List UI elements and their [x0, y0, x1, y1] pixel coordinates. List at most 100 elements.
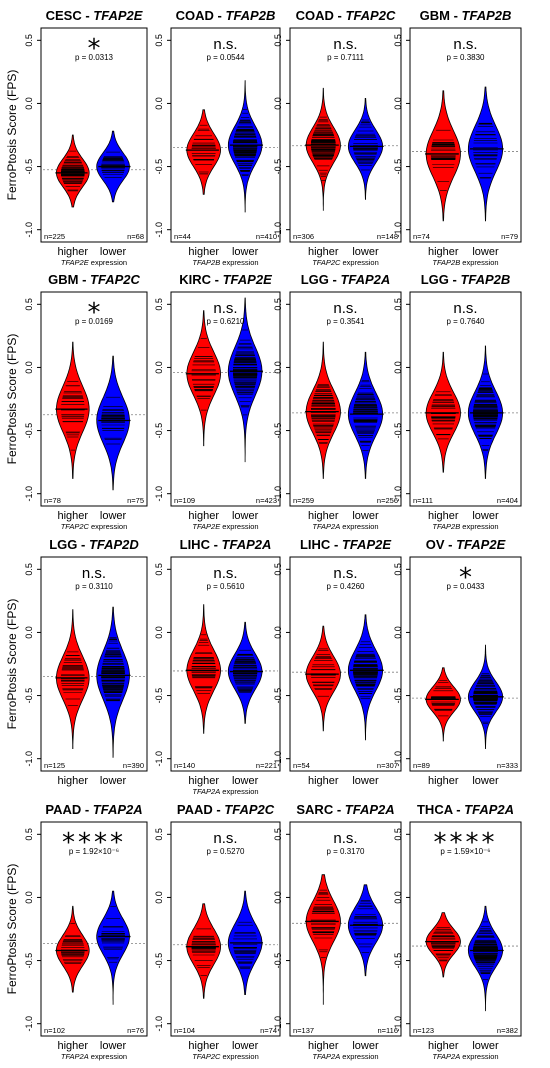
significance-marker: n.s.: [82, 565, 106, 582]
bean-stripes-higher: [61, 150, 85, 192]
y-tick-label: 0.0: [24, 626, 34, 639]
group-label-higher: higher: [188, 510, 219, 522]
x-axis-label-gene: TFAP2A: [192, 787, 220, 796]
panel-thca-tfap2a: THCA - TFAP2A -1.0 -0.5 0.0 0.5 n=123 higher n=…: [393, 802, 522, 1061]
panel-title-dash: -: [334, 8, 346, 23]
y-axis-label-row-1: FerroPtosis Score (FPS): [5, 70, 19, 201]
group-label-lower: lower: [232, 775, 259, 787]
panel-frame: [409, 821, 522, 1037]
panel-lihc-tfap2a: LIHC - TFAP2A-1.0-0.50.00.5n=140highern=…: [154, 537, 281, 796]
panel-title-cancer: KIRC: [179, 272, 211, 287]
y-tick-label: -0.5: [154, 423, 164, 439]
panel-title-dash: -: [450, 8, 462, 23]
n-count-lower: n=76: [127, 1026, 144, 1035]
group-label-lower: lower: [232, 1040, 259, 1052]
panel-title: KIRC - TFAP2E: [179, 272, 272, 287]
y-tick-label: -1.0: [24, 486, 34, 502]
x-axis-label: TFAP2A expression: [432, 1052, 498, 1061]
x-axis-label-gene: TFAP2E: [61, 258, 90, 267]
panel-kirc-tfap2e: KIRC - TFAP2E-1.0-0.50.00.5n=109highern=…: [154, 272, 281, 531]
x-axis-label: TFAP2C expression: [61, 522, 128, 531]
bean-stripes-lower: [233, 921, 258, 969]
panel-title: SARC - TFAP2A: [296, 802, 394, 817]
y-tick-label: 0.5: [393, 828, 403, 841]
panel-frame: [40, 291, 148, 507]
n-count-lower: n=79: [501, 232, 518, 241]
n-count-lower: n=116: [377, 1026, 398, 1035]
group-label-higher: higher: [308, 246, 339, 258]
p-value: p = 0.3110: [75, 582, 113, 591]
y-tick-label: 0.5: [24, 563, 34, 576]
y-tick-label: -0.5: [154, 688, 164, 704]
x-axis-label-suffix: expression: [89, 1052, 127, 1061]
y-axis-label-row-2: FerroPtosis Score (FPS): [5, 334, 19, 465]
panel-title-gene: TFAP2C: [346, 8, 396, 23]
bean-stripes-higher: [430, 680, 456, 717]
bean-stripes-lower: [353, 380, 378, 451]
bean-stripes-lower: [473, 921, 498, 980]
x-axis-label-gene: TFAP2B: [192, 258, 220, 267]
x-axis-label: TFAP2A expression: [192, 787, 258, 796]
significance-marker: *: [459, 563, 472, 593]
bean-higher: [305, 341, 341, 479]
panel-title: CESC - TFAP2E: [46, 8, 143, 23]
x-axis-label-suffix: expression: [220, 522, 258, 531]
n-count-higher: n=125: [44, 761, 65, 770]
x-axis-label-gene: TFAP2A: [432, 1052, 460, 1061]
x-axis-label: TFAP2B expression: [192, 258, 258, 267]
panel-frame: [170, 27, 281, 243]
p-value: p = 0.0544: [206, 53, 245, 62]
n-count-lower: n=307: [377, 761, 398, 770]
panel-title: LGG - TFAP2D: [49, 537, 139, 552]
x-axis-label-gene: TFAP2E: [192, 522, 221, 531]
x-axis-label: TFAP2A expression: [312, 1052, 378, 1061]
panel-title-cancer: GBM: [420, 8, 450, 23]
group-label-higher: higher: [188, 775, 219, 787]
n-count-lower: n=410: [256, 232, 277, 241]
bean-lower: [467, 86, 504, 222]
panel-title-cancer: LGG: [421, 272, 449, 287]
n-count-lower: n=75: [127, 496, 144, 505]
group-label-higher: higher: [58, 510, 89, 522]
n-count-higher: n=74: [413, 232, 430, 241]
panel-title: LGG - TFAP2B: [421, 272, 511, 287]
group-label-higher: higher: [58, 775, 89, 787]
panel-title-gene: TFAP2C: [224, 802, 274, 817]
group-label-higher: higher: [428, 510, 459, 522]
y-axis-label-row-3: FerroPtosis Score (FPS): [5, 599, 19, 730]
p-value: p = 1.59×10⁻⁶: [440, 847, 490, 856]
x-axis-label-suffix: expression: [89, 522, 127, 531]
p-value: p = 0.0169: [75, 317, 114, 326]
panel-sarc-tfap2a: SARC - TFAP2A-1.0-0.50.00.5n=137highern=…: [273, 802, 402, 1061]
bean-higher: [186, 310, 222, 447]
significance-marker: n.s.: [453, 300, 477, 317]
panel-lgg-tfap2b: LGG - TFAP2B -1.0 -0.5 0.0 0.5 n=111 higher n=4…: [393, 272, 522, 531]
n-count-higher: n=225: [44, 232, 65, 241]
n-count-higher: n=44: [174, 232, 191, 241]
bean-higher: [186, 109, 222, 195]
x-axis-label-suffix: expression: [89, 258, 127, 267]
panel-title: OV - TFAP2E: [426, 537, 506, 552]
panel-frame: [409, 291, 522, 507]
y-tick-label: -0.5: [273, 423, 283, 439]
y-tick-label: -1.0: [154, 486, 164, 502]
panel-title: PAAD - TFAP2C: [177, 802, 275, 817]
x-axis-label-suffix: expression: [340, 1052, 378, 1061]
panel-frame: [40, 821, 148, 1037]
bean-higher: [305, 625, 341, 732]
p-value: p = 0.3541: [326, 317, 365, 326]
n-count-lower: n=423: [256, 496, 277, 505]
p-value: p = 0.0313: [75, 53, 114, 62]
panel-frame: [170, 556, 281, 772]
significance-marker: n.s.: [213, 300, 237, 317]
bean-stripes-lower: [353, 641, 378, 699]
panel-title-gene: TFAP2A: [222, 537, 272, 552]
panel-title: PAAD - TFAP2A: [45, 802, 142, 817]
y-tick-label: -1.0: [24, 1016, 34, 1032]
n-count-higher: n=109: [174, 496, 195, 505]
n-count-higher: n=54: [293, 761, 310, 770]
group-label-lower: lower: [472, 775, 499, 787]
y-tick-label: 0.5: [24, 828, 34, 841]
panel-title: LIHC - TFAP2E: [300, 537, 391, 552]
bean-stripes-higher: [61, 923, 85, 964]
